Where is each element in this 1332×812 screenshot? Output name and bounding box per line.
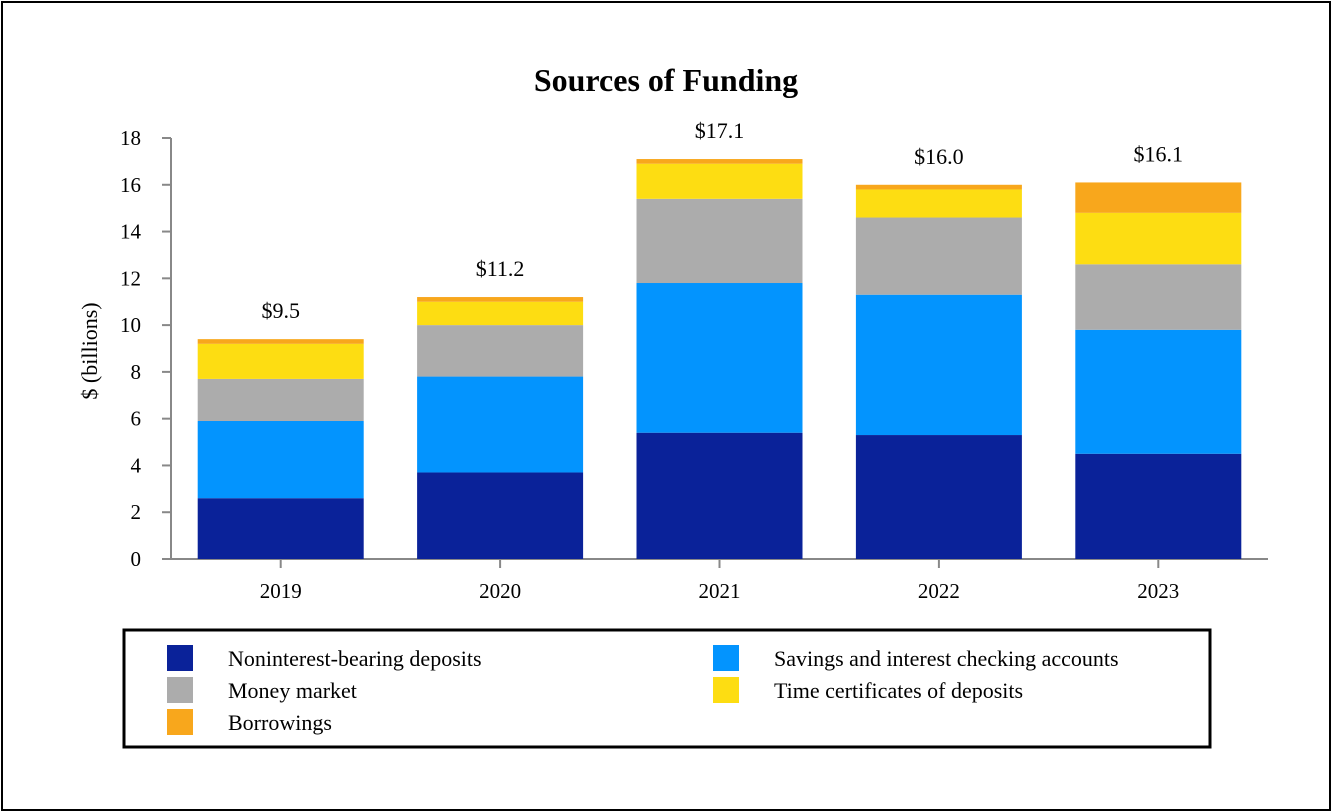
y-tick-label: 0 — [131, 547, 142, 571]
bar-segment-money-market-2023 — [1075, 264, 1242, 330]
legend-label-money-market: Money market — [228, 678, 357, 703]
legend-swatch-noninterest-bearing-deposits — [167, 645, 193, 671]
bar-segment-noninterest-bearing-deposits-2022 — [855, 435, 1022, 559]
legend-label-savings-and-interest-checking-accounts: Savings and interest checking accounts — [774, 646, 1119, 671]
bar-segment-borrowings-2022 — [855, 184, 1022, 190]
bar-segment-noninterest-bearing-deposits-2019 — [197, 498, 364, 559]
total-label-2019: $9.5 — [261, 298, 300, 323]
bar-segment-money-market-2021 — [636, 198, 803, 284]
bar-segment-money-market-2020 — [417, 325, 584, 377]
y-tick-label: 14 — [120, 220, 142, 244]
bar-segment-borrowings-2021 — [636, 159, 803, 164]
bar-segment-borrowings-2020 — [417, 297, 584, 302]
bar-segment-noninterest-bearing-deposits-2023 — [1075, 453, 1242, 559]
bar-segment-savings-and-interest-checking-accounts-2023 — [1075, 329, 1242, 454]
bar-segment-time-certificates-of-deposits-2020 — [417, 301, 584, 326]
bars-group — [197, 159, 1242, 559]
bar-segment-time-certificates-of-deposits-2019 — [197, 343, 364, 379]
bar-segment-borrowings-2023 — [1075, 182, 1242, 213]
bar-segment-money-market-2019 — [197, 378, 364, 422]
bar-segment-savings-and-interest-checking-accounts-2021 — [636, 283, 803, 433]
legend-label-borrowings: Borrowings — [228, 710, 332, 735]
x-tick-label-2019: 2019 — [260, 579, 302, 603]
x-tick-label-2020: 2020 — [479, 579, 521, 603]
bar-segment-savings-and-interest-checking-accounts-2019 — [197, 421, 364, 499]
y-tick-label: 6 — [131, 407, 142, 431]
total-label-2021: $17.1 — [695, 118, 745, 143]
legend-swatch-money-market — [167, 677, 193, 703]
legend-swatch-time-certificates-of-deposits — [713, 677, 739, 703]
legend: Noninterest-bearing deposits Savings and … — [167, 645, 1119, 735]
legend-swatch-borrowings — [167, 709, 193, 735]
y-tick-labels: 0 2 4 6 8 10 12 14 16 18 — [120, 126, 142, 571]
bar-segment-time-certificates-of-deposits-2023 — [1075, 212, 1242, 265]
bar-segment-savings-and-interest-checking-accounts-2020 — [417, 376, 584, 473]
x-tick-label-2023: 2023 — [1137, 579, 1179, 603]
total-label-2023: $16.1 — [1134, 141, 1184, 166]
legend-label-time-certificates-of-deposits: Time certificates of deposits — [774, 678, 1023, 703]
bar-segment-money-market-2022 — [855, 217, 1022, 295]
x-tick-label-2022: 2022 — [918, 579, 960, 603]
bar-segment-time-certificates-of-deposits-2021 — [636, 163, 803, 199]
bar-segment-noninterest-bearing-deposits-2021 — [636, 432, 803, 559]
legend-swatch-savings-and-interest-checking-accounts — [713, 645, 739, 671]
y-tick-label: 2 — [131, 500, 142, 524]
y-axis-label: $ (billions) — [77, 302, 102, 399]
total-label-2020: $11.2 — [476, 256, 525, 281]
y-tick-label: 18 — [120, 126, 141, 150]
y-tick-label: 16 — [120, 173, 141, 197]
bar-segment-borrowings-2019 — [197, 339, 364, 344]
y-tick-label: 12 — [120, 266, 141, 290]
y-tick-label: 10 — [120, 313, 141, 337]
legend-box — [122, 628, 1212, 749]
x-tick-labels: 2019 2020 2021 2022 2023 — [260, 579, 1180, 603]
total-label-2022: $16.0 — [914, 144, 964, 169]
totals-group: $9.5 $11.2 $17.1 $16.0 $16.1 — [261, 118, 1183, 323]
chart-title: Sources of Funding — [534, 62, 798, 98]
y-tick-label: 4 — [131, 453, 142, 477]
bar-segment-noninterest-bearing-deposits-2020 — [417, 472, 584, 559]
bar-segment-time-certificates-of-deposits-2022 — [855, 189, 1022, 218]
legend-label-noninterest-bearing-deposits: Noninterest-bearing deposits — [228, 646, 482, 671]
bar-segment-savings-and-interest-checking-accounts-2022 — [855, 294, 1022, 436]
y-tick-label: 8 — [131, 360, 142, 384]
x-tick-label-2021: 2021 — [699, 579, 741, 603]
